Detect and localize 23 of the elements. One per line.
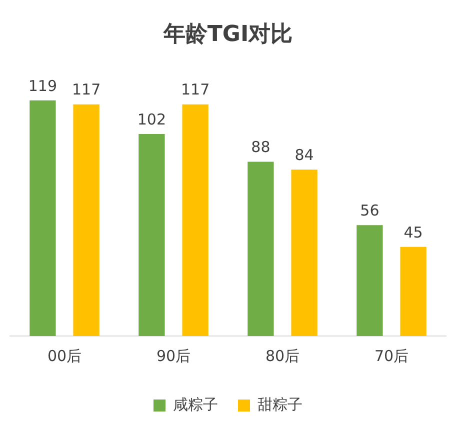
bar (248, 162, 274, 336)
data-label: 45 (404, 223, 423, 242)
bar (73, 104, 100, 336)
bar (291, 170, 318, 336)
data-label: 56 (360, 202, 380, 220)
bar (356, 225, 383, 336)
x-tick-label: 70后 (374, 346, 409, 365)
data-label: 117 (180, 80, 210, 99)
x-tick-label: 80后 (265, 346, 300, 365)
chart-title: 年龄TGI对比 (162, 22, 293, 47)
data-label: 84 (294, 146, 314, 164)
bar (30, 100, 56, 336)
data-label: 119 (28, 76, 58, 95)
bar (138, 134, 165, 336)
data-label: 117 (72, 80, 101, 99)
bar (182, 104, 208, 336)
data-label: 102 (137, 110, 166, 128)
legend-label: 甜粽子 (258, 395, 302, 414)
x-tick-label: 00后 (47, 346, 82, 365)
legend-label: 咸粽子 (173, 395, 218, 414)
data-label: 88 (251, 138, 270, 156)
bar (400, 246, 426, 336)
x-tick-label: 90后 (156, 346, 191, 365)
